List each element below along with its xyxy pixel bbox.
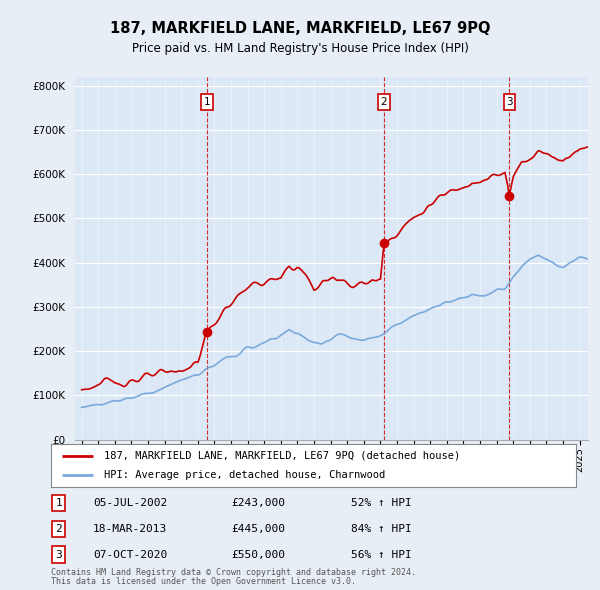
- Text: 2: 2: [55, 524, 62, 533]
- Text: 187, MARKFIELD LANE, MARKFIELD, LE67 9PQ: 187, MARKFIELD LANE, MARKFIELD, LE67 9PQ: [110, 21, 490, 36]
- Text: 18-MAR-2013: 18-MAR-2013: [93, 524, 167, 533]
- Text: 56% ↑ HPI: 56% ↑ HPI: [351, 550, 412, 559]
- Text: 1: 1: [203, 97, 210, 107]
- Text: 05-JUL-2002: 05-JUL-2002: [93, 498, 167, 507]
- Text: 3: 3: [55, 550, 62, 559]
- Text: HPI: Average price, detached house, Charnwood: HPI: Average price, detached house, Char…: [104, 470, 385, 480]
- Text: 3: 3: [506, 97, 513, 107]
- Text: 2: 2: [380, 97, 387, 107]
- Text: £243,000: £243,000: [231, 498, 285, 507]
- Text: 07-OCT-2020: 07-OCT-2020: [93, 550, 167, 559]
- Text: £550,000: £550,000: [231, 550, 285, 559]
- Text: 187, MARKFIELD LANE, MARKFIELD, LE67 9PQ (detached house): 187, MARKFIELD LANE, MARKFIELD, LE67 9PQ…: [104, 451, 460, 461]
- Text: 52% ↑ HPI: 52% ↑ HPI: [351, 498, 412, 507]
- Text: Price paid vs. HM Land Registry's House Price Index (HPI): Price paid vs. HM Land Registry's House …: [131, 42, 469, 55]
- Text: £445,000: £445,000: [231, 524, 285, 533]
- Text: Contains HM Land Registry data © Crown copyright and database right 2024.: Contains HM Land Registry data © Crown c…: [51, 568, 416, 577]
- Text: 1: 1: [55, 498, 62, 507]
- Text: This data is licensed under the Open Government Licence v3.0.: This data is licensed under the Open Gov…: [51, 577, 356, 586]
- Text: 84% ↑ HPI: 84% ↑ HPI: [351, 524, 412, 533]
